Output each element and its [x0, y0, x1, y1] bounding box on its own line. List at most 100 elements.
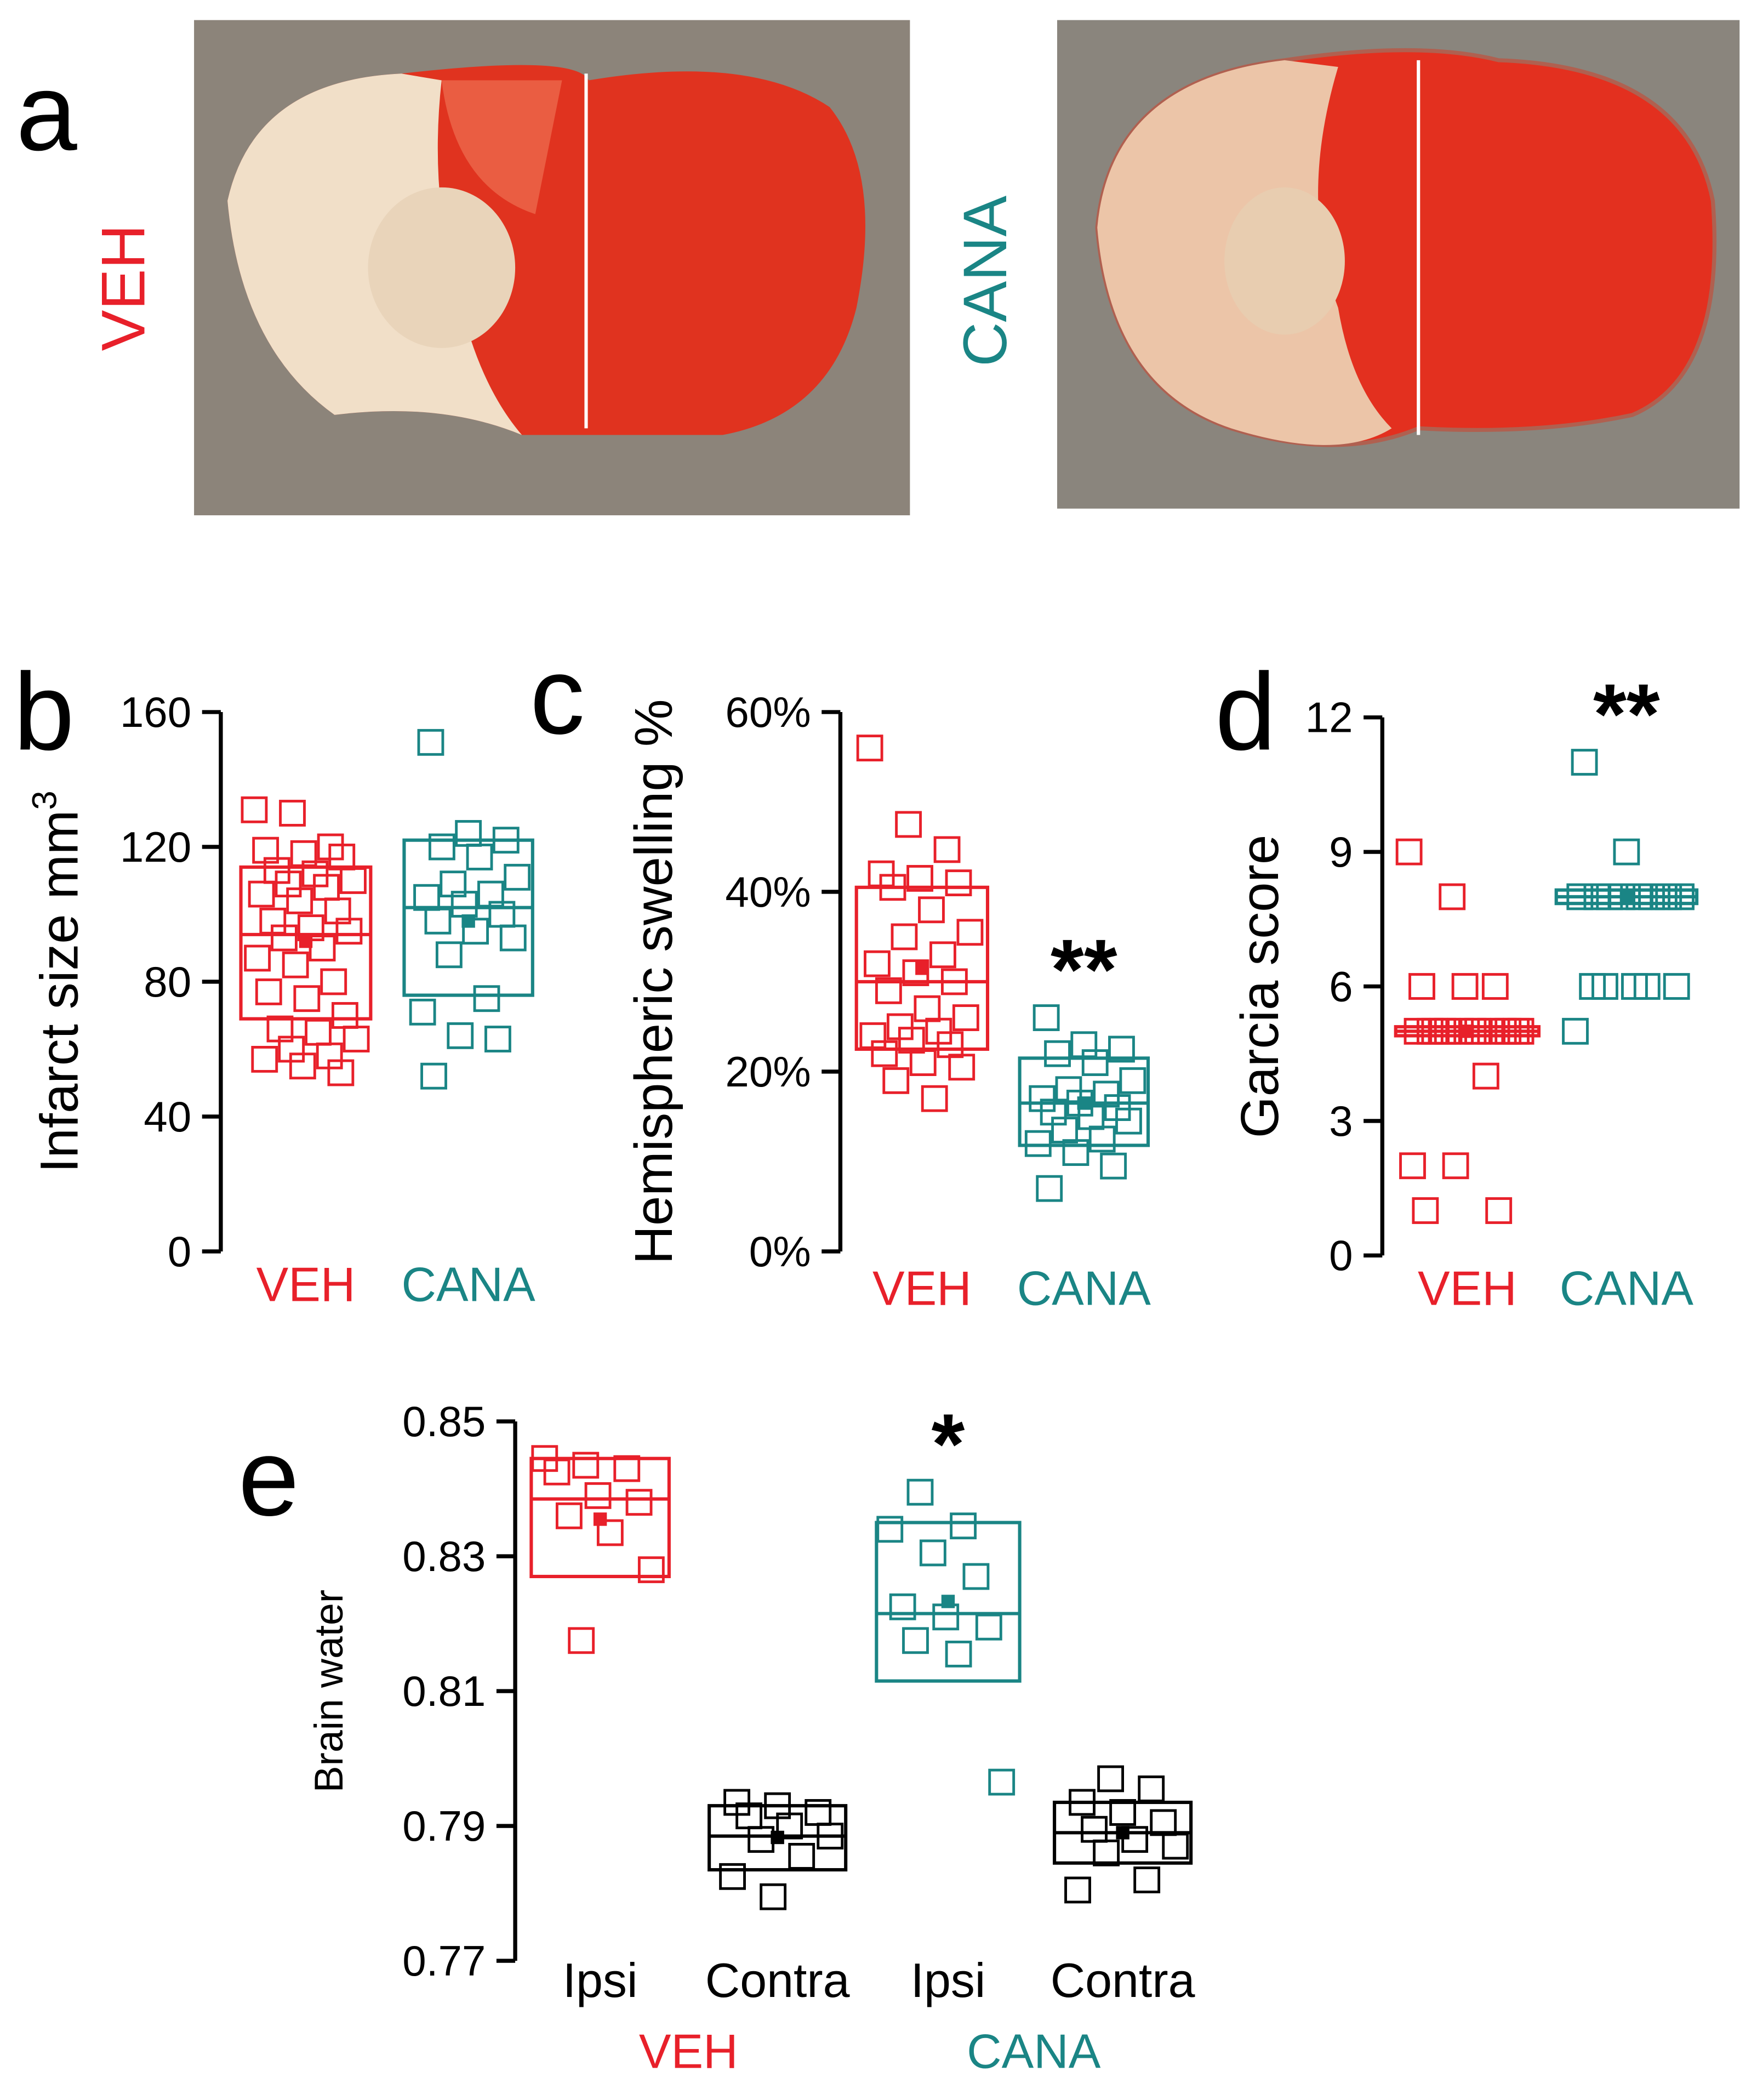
panel-label: d	[1215, 651, 1276, 773]
data-point	[484, 1026, 511, 1052]
data-point	[975, 1613, 1002, 1641]
data-point	[473, 985, 500, 1012]
data-point	[871, 1040, 898, 1067]
data-point	[286, 887, 313, 914]
data-point	[1138, 1775, 1165, 1802]
category-label: Contra	[1051, 1953, 1195, 2007]
data-point	[1503, 1017, 1530, 1045]
y-tick-label: 60%	[725, 688, 811, 736]
y-tick-label: 12	[1305, 693, 1353, 742]
significance: **	[1051, 922, 1117, 1017]
data-point	[805, 1799, 832, 1826]
data-point	[875, 977, 902, 1004]
y-tick-label: 0.77	[402, 1937, 486, 1985]
group-label: CANA	[967, 2024, 1101, 2078]
data-point	[1069, 1789, 1096, 1816]
data-point	[906, 1478, 934, 1506]
data-point	[776, 1812, 803, 1840]
group-label: VEH	[639, 2024, 738, 2078]
y-tick-label: 0.83	[402, 1532, 486, 1580]
data-point	[748, 1826, 775, 1853]
y-axis-label: Hemispheric swelling %	[624, 699, 683, 1264]
data-point	[914, 995, 941, 1022]
data-point	[244, 944, 271, 972]
data-point	[447, 1022, 474, 1049]
y-axis-label-text: Infarct size mm	[30, 810, 89, 1173]
data-point	[248, 880, 275, 908]
data-point	[413, 884, 440, 911]
data-point	[1097, 1765, 1124, 1792]
data-point	[1081, 1816, 1108, 1843]
data-point	[1162, 1832, 1189, 1860]
mean-marker	[1116, 1826, 1130, 1840]
panel-label: c	[530, 635, 585, 757]
data-point	[962, 1563, 990, 1590]
data-point	[1064, 1876, 1091, 1904]
data-point	[918, 896, 945, 924]
data-point	[1566, 883, 1594, 910]
data-point	[933, 836, 961, 863]
data-point	[1121, 1826, 1149, 1853]
data-point	[1395, 838, 1423, 866]
data-point	[343, 1026, 370, 1052]
data-point	[760, 1883, 787, 1910]
data-point	[1150, 1809, 1177, 1836]
y-tick-label: 0%	[749, 1227, 811, 1276]
data-point	[948, 1054, 976, 1081]
category-label: VEH	[1418, 1261, 1517, 1316]
data-point	[625, 1489, 653, 1516]
data-point	[1608, 883, 1636, 910]
data-point	[889, 1593, 916, 1620]
data-point	[1412, 1197, 1439, 1224]
data-point	[1062, 1139, 1089, 1166]
data-point	[1650, 883, 1678, 910]
data-point	[1472, 1062, 1499, 1090]
data-point	[584, 1482, 612, 1509]
y-axis-label: Garcia score	[1230, 835, 1290, 1139]
data-point	[420, 1062, 447, 1090]
data-point	[945, 1640, 972, 1668]
data-point	[895, 811, 922, 838]
data-point	[929, 941, 956, 969]
data-point	[1024, 1130, 1052, 1157]
y-tick-label: 0	[1329, 1231, 1353, 1279]
photo-cana	[1057, 20, 1740, 509]
data-point	[719, 1863, 746, 1890]
category-label: VEH	[256, 1257, 356, 1311]
data-point	[331, 1002, 358, 1029]
category-label: CANA	[402, 1257, 536, 1311]
data-point	[1571, 749, 1598, 776]
panel-label: a	[16, 51, 77, 173]
data-point	[428, 833, 455, 861]
data-point	[1663, 973, 1690, 1000]
data-point	[1485, 1197, 1513, 1224]
box	[854, 885, 990, 1051]
mean-marker	[1461, 1025, 1474, 1038]
data-point	[1109, 1799, 1137, 1826]
box	[708, 1804, 848, 1872]
data-point	[988, 1768, 1016, 1796]
data-point	[289, 1052, 316, 1080]
box	[875, 1521, 1022, 1683]
data-point	[637, 1556, 665, 1584]
data-point	[335, 918, 363, 945]
image-label: CANA	[950, 196, 1019, 367]
data-point	[1133, 1866, 1161, 1893]
photo-veh	[194, 20, 910, 516]
data-point	[1100, 1152, 1127, 1180]
data-point	[327, 1059, 355, 1086]
data-point	[817, 1823, 844, 1849]
data-point	[1032, 1004, 1060, 1031]
data-point	[293, 985, 321, 1012]
data-point	[613, 1455, 641, 1482]
mean-marker	[1077, 1096, 1091, 1110]
data-point	[466, 844, 493, 870]
data-point	[1115, 1107, 1142, 1135]
data-point	[1088, 1125, 1116, 1153]
data-point	[462, 918, 489, 945]
data-point	[921, 1085, 948, 1112]
data-point	[945, 869, 972, 896]
data-point	[409, 998, 436, 1026]
